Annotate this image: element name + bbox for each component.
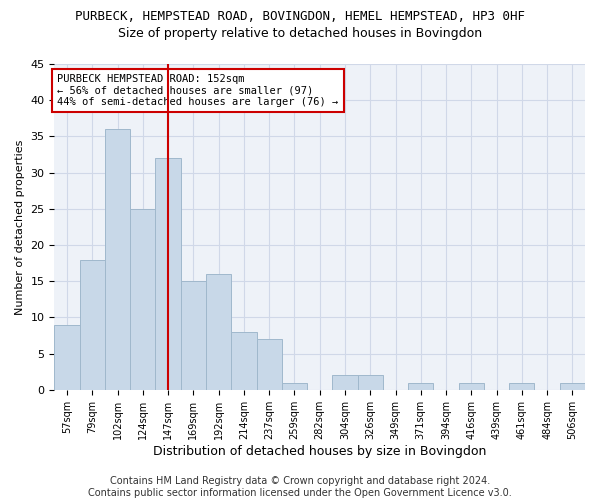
Bar: [332, 376, 358, 390]
Bar: [105, 129, 130, 390]
Bar: [358, 376, 383, 390]
Bar: [155, 158, 181, 390]
Bar: [282, 382, 307, 390]
Text: PURBECK, HEMPSTEAD ROAD, BOVINGDON, HEMEL HEMPSTEAD, HP3 0HF: PURBECK, HEMPSTEAD ROAD, BOVINGDON, HEME…: [75, 10, 525, 23]
Bar: [55, 324, 80, 390]
Bar: [560, 382, 585, 390]
X-axis label: Distribution of detached houses by size in Bovingdon: Distribution of detached houses by size …: [153, 444, 487, 458]
Bar: [80, 260, 105, 390]
Bar: [206, 274, 231, 390]
Text: PURBECK HEMPSTEAD ROAD: 152sqm
← 56% of detached houses are smaller (97)
44% of : PURBECK HEMPSTEAD ROAD: 152sqm ← 56% of …: [57, 74, 338, 107]
Y-axis label: Number of detached properties: Number of detached properties: [15, 139, 25, 314]
Bar: [458, 382, 484, 390]
Bar: [181, 281, 206, 390]
Bar: [231, 332, 257, 390]
Bar: [509, 382, 535, 390]
Bar: [130, 209, 155, 390]
Bar: [257, 339, 282, 390]
Bar: [408, 382, 433, 390]
Text: Size of property relative to detached houses in Bovingdon: Size of property relative to detached ho…: [118, 28, 482, 40]
Text: Contains HM Land Registry data © Crown copyright and database right 2024.
Contai: Contains HM Land Registry data © Crown c…: [88, 476, 512, 498]
